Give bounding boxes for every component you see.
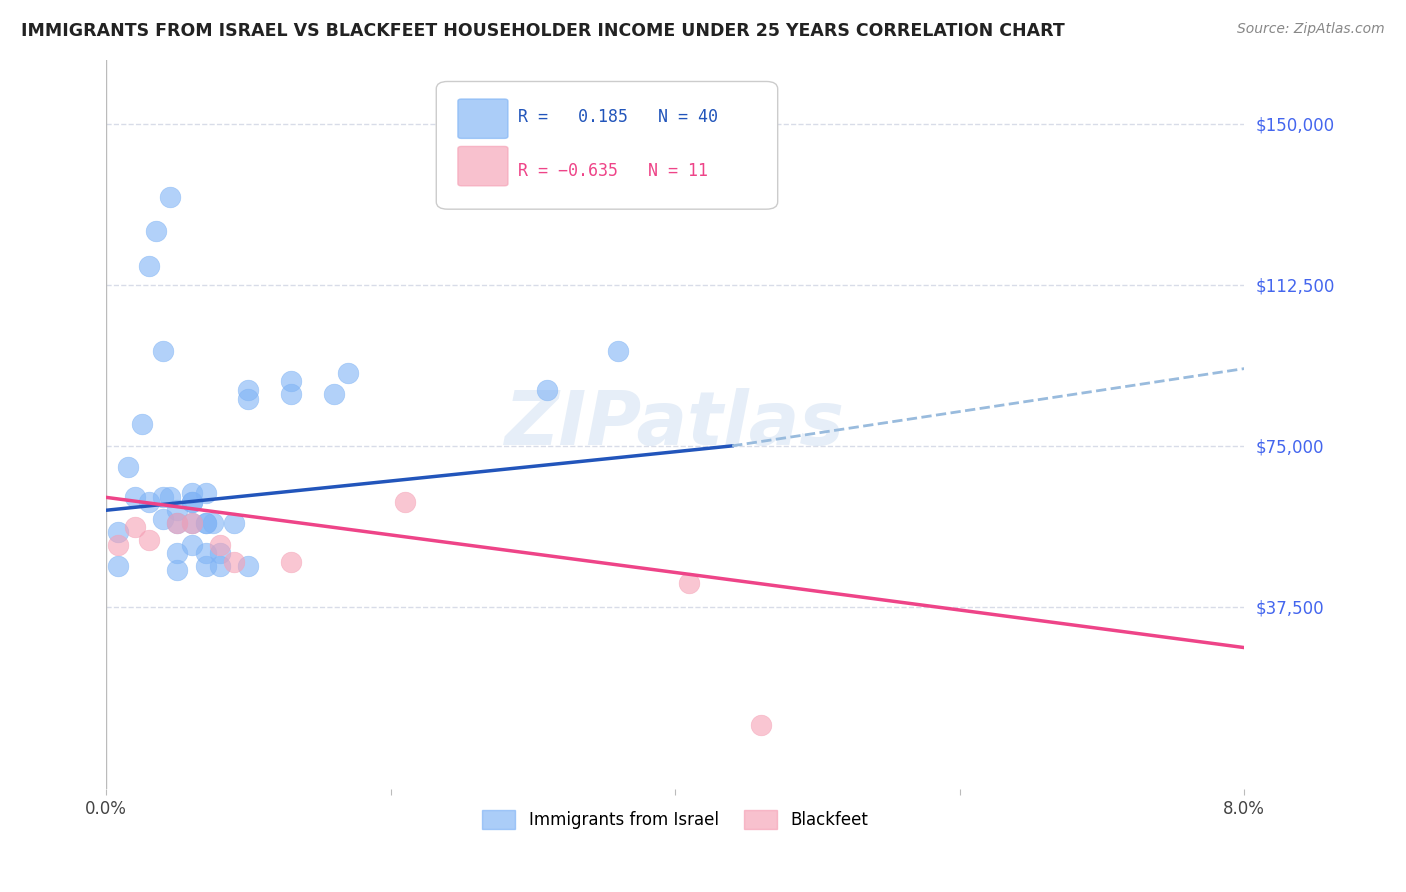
Point (138, 259, 160, 273)
FancyBboxPatch shape (436, 81, 778, 209)
Point (180, 494, 202, 508)
FancyBboxPatch shape (458, 99, 508, 138)
Legend: Immigrants from Israel, Blackfeet: Immigrants from Israel, Blackfeet (475, 803, 875, 836)
Point (152, 512, 174, 526)
Point (152, 344, 174, 359)
FancyBboxPatch shape (458, 146, 508, 186)
Point (107, 538, 129, 552)
Point (145, 224, 167, 238)
Text: R =   0.185   N = 40: R = 0.185 N = 40 (519, 108, 718, 126)
Point (124, 491, 146, 505)
Point (194, 516, 217, 530)
Point (180, 494, 202, 508)
Point (322, 387, 344, 401)
Point (209, 559, 232, 574)
Point (607, 344, 630, 359)
Point (238, 559, 260, 574)
Point (337, 366, 360, 380)
Point (138, 494, 160, 508)
Point (678, 576, 700, 591)
Point (138, 533, 160, 548)
Point (194, 559, 217, 574)
Point (280, 375, 302, 389)
Point (159, 190, 181, 204)
Point (194, 546, 217, 560)
Text: Source: ZipAtlas.com: Source: ZipAtlas.com (1237, 22, 1385, 37)
Point (124, 520, 146, 534)
Point (166, 516, 188, 530)
Point (749, 718, 772, 732)
Point (209, 546, 232, 560)
Point (201, 516, 224, 530)
Point (280, 555, 302, 569)
Point (117, 460, 139, 475)
Point (194, 516, 217, 530)
Point (166, 503, 188, 517)
Point (394, 494, 416, 508)
Point (238, 383, 260, 397)
Point (238, 392, 260, 406)
Text: ZIPatlas: ZIPatlas (505, 388, 845, 461)
Point (152, 491, 174, 505)
Point (159, 491, 181, 505)
Point (209, 538, 232, 552)
Text: IMMIGRANTS FROM ISRAEL VS BLACKFEET HOUSEHOLDER INCOME UNDER 25 YEARS CORRELATIO: IMMIGRANTS FROM ISRAEL VS BLACKFEET HOUS… (21, 22, 1064, 40)
Point (536, 383, 558, 397)
Point (166, 563, 188, 577)
Point (180, 486, 202, 500)
Point (224, 555, 246, 569)
Point (180, 516, 202, 530)
Point (180, 516, 202, 530)
Point (166, 516, 188, 530)
Text: R = −0.635   N = 11: R = −0.635 N = 11 (519, 161, 709, 179)
Point (224, 516, 246, 530)
Point (107, 559, 129, 574)
Point (107, 524, 129, 539)
Point (180, 538, 202, 552)
Point (194, 486, 217, 500)
Point (280, 387, 302, 401)
Point (166, 546, 188, 560)
Point (131, 417, 153, 432)
